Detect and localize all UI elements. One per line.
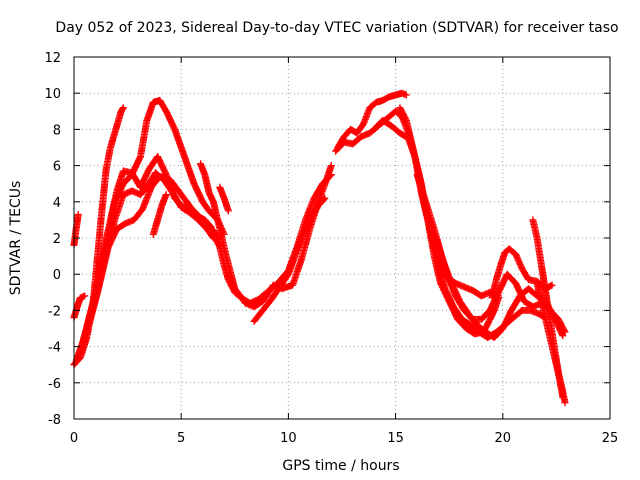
x-tick-label: 15 <box>387 431 404 446</box>
y-tick-label: 12 <box>44 51 61 66</box>
y-tick-label: 6 <box>53 160 61 175</box>
y-tick-label: -6 <box>48 377 61 392</box>
point-markers <box>79 173 224 347</box>
axis-ticks: 0 5 10 15 20 25 -8 -6 -4 -2 0 2 4 6 8 10 12 <box>44 51 618 446</box>
y-tick-label: 8 <box>53 123 61 138</box>
point-markers <box>70 292 89 322</box>
y-tick-label: -2 <box>48 304 61 319</box>
series-track-12 <box>250 194 329 325</box>
point-markers <box>70 104 127 369</box>
y-axis-label: SDTVAR / TECUs <box>8 181 24 296</box>
data-points <box>70 89 569 407</box>
x-tick-label: 20 <box>495 431 512 446</box>
series-track-8 <box>149 191 170 238</box>
point-markers <box>533 279 567 401</box>
x-tick-label: 5 <box>177 431 185 446</box>
series-track-1 <box>70 211 82 249</box>
point-markers <box>212 171 335 307</box>
y-tick-label: 0 <box>53 268 61 283</box>
point-markers <box>332 107 502 300</box>
y-tick-label: -4 <box>48 341 61 356</box>
point-markers <box>70 211 82 249</box>
x-tick-label: 10 <box>280 431 297 446</box>
y-tick-label: -8 <box>48 413 61 428</box>
x-axis-label: GPS time / hours <box>282 458 399 474</box>
series-track-11 <box>216 183 232 215</box>
x-tick-label: 25 <box>602 431 619 446</box>
series-track-3 <box>70 104 127 369</box>
grid <box>74 57 610 419</box>
chart-title: Day 052 of 2023, Sidereal Day-to-day VTE… <box>55 20 618 36</box>
series-track-7 <box>79 173 224 347</box>
point-markers <box>149 191 170 238</box>
series-track-10 <box>212 171 335 307</box>
y-tick-label: 2 <box>53 232 61 247</box>
y-tick-label: 10 <box>44 87 61 102</box>
series-track-2 <box>70 292 89 322</box>
point-markers <box>250 194 329 325</box>
series-track-14 <box>332 107 502 300</box>
x-tick-label: 0 <box>70 431 78 446</box>
y-tick-label: 4 <box>53 196 61 211</box>
point-markers <box>216 183 232 215</box>
series-track-21 <box>533 279 567 401</box>
